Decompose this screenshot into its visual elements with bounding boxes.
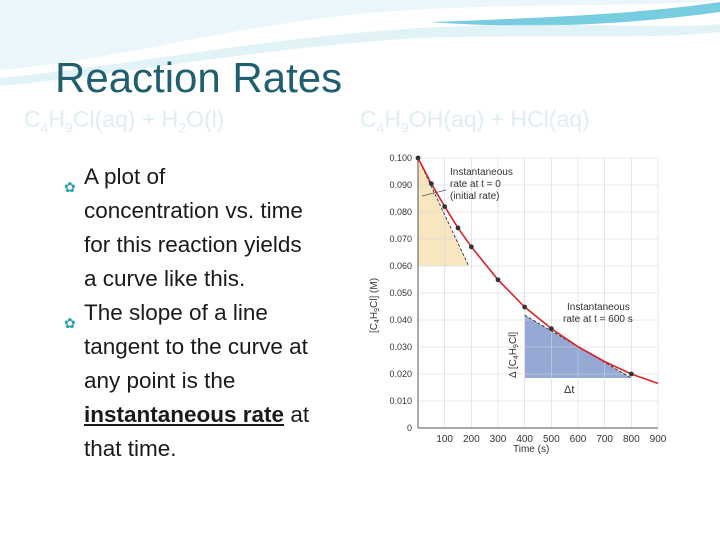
- data-point: [522, 304, 528, 310]
- annotation-instant0-pointer: [421, 189, 447, 197]
- header-swoosh-decoration: [0, 0, 720, 70]
- annotation-instant0-line3: (initial rate): [450, 191, 499, 202]
- x-tick-label: 200: [463, 434, 480, 445]
- eq-text: H: [48, 106, 66, 132]
- data-point: [468, 244, 474, 250]
- eq-sub: 2: [178, 119, 187, 136]
- bullet-marker-icon: ✿: [64, 315, 76, 331]
- eq-sub: 9: [65, 119, 73, 136]
- bullet-line: a curve like this.: [84, 266, 246, 291]
- header-swoosh-light: [0, 24, 720, 86]
- emphasized-term: instantaneous rate: [84, 402, 285, 427]
- concentration-curve: [415, 155, 659, 385]
- tick-labels: 100 200 300 400 500 600 700 800 900 0 0.010 0.020 0.…: [389, 153, 666, 445]
- bullet-item: ✿ A plot of concentration vs. time for t…: [64, 160, 360, 296]
- y-tick-label: 0.050: [389, 288, 412, 298]
- delta-time-label: Δt: [564, 384, 574, 396]
- x-tick-label: 300: [490, 434, 507, 445]
- x-tick-label: 100: [436, 434, 453, 445]
- x-axis-label: Time (s): [513, 444, 549, 455]
- x-tick-label: 700: [596, 434, 613, 445]
- annotation-instant600-line2: rate at t = 600 s: [563, 314, 633, 325]
- y-tick-label: 0.010: [389, 396, 412, 406]
- data-point: [428, 181, 434, 187]
- eq-text: H: [384, 106, 402, 132]
- chart-grid: [417, 157, 659, 429]
- y-tick-label: 0.080: [389, 207, 412, 217]
- data-point: [548, 326, 554, 332]
- equation-reactants: C4H9Cl(aq) + H2O(l): [24, 106, 224, 136]
- bullet-line: tangent to the curve at: [84, 334, 308, 359]
- x-tick-label: 500: [543, 434, 560, 445]
- series-line: [417, 157, 659, 385]
- concentration-time-chart: 100 200 300 400 500 600 700 800 900 0 0.010 0.020 0.…: [368, 148, 666, 460]
- eq-text: C: [360, 106, 377, 132]
- y-axis-label: [C4H9Cl] (M): [369, 278, 381, 333]
- equation-products: C4H9OH(aq) + HCl(aq): [360, 106, 590, 136]
- data-point: [442, 204, 448, 209]
- y-tick-label: 0.030: [389, 342, 412, 352]
- bullet-item: ✿ The slope of a line tangent to the cur…: [64, 296, 360, 466]
- bullet-list: ✿ A plot of concentration vs. time for t…: [64, 160, 360, 466]
- y-tick-label: 0.060: [389, 261, 412, 271]
- y-tick-label: 0.040: [389, 315, 412, 325]
- y-tick-label: 0.020: [389, 369, 412, 379]
- header-swoosh-accent: [430, 2, 720, 26]
- slide-title: Reaction Rates: [55, 54, 343, 101]
- data-point: [628, 371, 634, 377]
- data-point: [415, 155, 421, 161]
- bullet-marker-icon: ✿: [64, 179, 76, 195]
- annotation-instant600-line1: Instantaneous: [567, 302, 630, 313]
- x-tick-label: 800: [623, 434, 640, 445]
- bullet-line: any point is the: [84, 368, 236, 393]
- bullet-line: for this reaction yields: [84, 232, 302, 257]
- eq-text: O(l): [186, 106, 225, 132]
- eq-text: OH(aq) + HCl(aq): [408, 106, 590, 132]
- y-tick-label: 0.100: [389, 153, 412, 163]
- annotation-instant0-line1: Instantaneous: [450, 167, 513, 178]
- data-point: [455, 225, 461, 231]
- chart-axes: [417, 158, 658, 429]
- delta-concentration-label: Δ [C4H9Cl]: [508, 332, 520, 378]
- eq-text: C: [24, 106, 41, 132]
- eq-sub: 9: [401, 119, 409, 136]
- bullet-line: instantaneous rate at: [84, 398, 360, 432]
- y-tick-label: 0.090: [389, 180, 412, 190]
- data-point: [495, 277, 501, 283]
- bullet-line: concentration vs. time: [84, 198, 303, 223]
- y-tick-label: 0: [407, 423, 412, 433]
- chart-annotations: Instantaneous rate at t = 0 (initial rat…: [421, 167, 633, 396]
- bullet-text: at: [284, 402, 310, 427]
- x-tick-label: 400: [516, 434, 533, 445]
- bullet-line: that time.: [84, 436, 177, 461]
- y-tick-label: 0.070: [389, 234, 412, 244]
- bullet-line: The slope of a line: [84, 300, 268, 325]
- eq-sub: 4: [40, 119, 49, 136]
- bullet-line: A plot of: [84, 164, 166, 189]
- eq-sub: 4: [376, 119, 385, 136]
- x-tick-label: 600: [570, 434, 587, 445]
- eq-text: Cl(aq) + H: [72, 106, 179, 132]
- x-tick-label: 900: [650, 434, 666, 445]
- annotation-instant0-line2: rate at t = 0: [450, 179, 501, 190]
